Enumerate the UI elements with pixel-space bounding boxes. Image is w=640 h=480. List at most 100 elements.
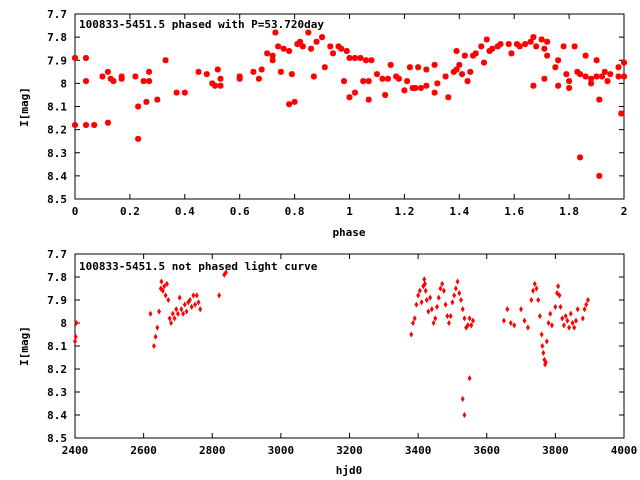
data-point xyxy=(429,306,434,313)
data-point xyxy=(423,280,427,287)
data-point xyxy=(448,313,453,320)
data-point xyxy=(169,319,174,327)
data-point xyxy=(555,290,560,297)
data-point xyxy=(456,61,463,68)
data-point xyxy=(203,71,210,78)
data-point xyxy=(615,73,622,80)
data-point xyxy=(435,303,439,310)
data-point xyxy=(401,87,408,94)
data-point xyxy=(159,278,164,285)
data-point xyxy=(568,310,573,317)
data-point xyxy=(434,80,441,87)
data-point xyxy=(280,45,287,52)
data-point xyxy=(104,119,111,126)
data-point xyxy=(566,78,573,85)
data-point xyxy=(453,285,458,292)
data-point xyxy=(191,292,196,299)
data-point xyxy=(387,61,394,68)
data-point xyxy=(104,68,111,75)
data-point xyxy=(275,43,282,50)
data-point xyxy=(596,172,603,179)
data-point xyxy=(140,78,147,85)
data-point xyxy=(505,306,510,313)
y-tick-label: 8.1 xyxy=(47,340,67,353)
data-point xyxy=(604,78,611,85)
data-point xyxy=(404,78,411,85)
data-point xyxy=(533,43,540,50)
data-point xyxy=(497,41,504,48)
x-tick-label: 0.2 xyxy=(120,205,140,218)
data-point xyxy=(586,296,590,304)
y-tick-label: 7.9 xyxy=(47,294,67,307)
x-tick-label: 0.4 xyxy=(175,205,195,218)
y-tick-label: 8.2 xyxy=(47,124,67,137)
data-point xyxy=(362,57,369,64)
data-point xyxy=(541,75,548,82)
phased-light-curve-panel: 100833-5451.5 phased with P=53.720day ph… xyxy=(18,8,627,239)
data-point xyxy=(445,313,450,320)
data-point xyxy=(412,85,419,91)
data-point xyxy=(575,306,580,313)
data-point xyxy=(151,342,156,350)
data-point xyxy=(286,101,293,108)
y-tick-label: 8 xyxy=(60,317,67,330)
data-point xyxy=(146,78,153,85)
unphased-y-axis-label: I[mag] xyxy=(18,326,31,366)
data-point xyxy=(481,59,488,66)
data-point xyxy=(82,122,89,128)
data-point xyxy=(534,285,539,292)
x-tick-label: 3400 xyxy=(405,444,432,457)
data-point xyxy=(146,68,153,75)
x-tick-label: 3000 xyxy=(268,444,295,457)
data-point xyxy=(516,43,523,50)
data-point xyxy=(486,48,493,54)
data-point xyxy=(445,94,452,101)
data-point xyxy=(431,89,438,96)
data-point xyxy=(483,36,490,43)
data-point xyxy=(538,36,545,43)
data-point xyxy=(570,319,575,327)
x-tick-label: 0.6 xyxy=(230,205,250,218)
data-point xyxy=(99,73,106,80)
data-point xyxy=(310,73,317,80)
data-point xyxy=(505,41,512,48)
data-point xyxy=(467,375,472,382)
data-point xyxy=(82,78,89,85)
unphased-chart-title: 100833-5451.5 not phased light curve xyxy=(79,260,318,273)
data-point xyxy=(544,52,551,59)
data-point xyxy=(194,292,199,299)
data-point xyxy=(166,296,171,304)
data-point xyxy=(357,54,364,61)
data-point xyxy=(346,54,353,61)
data-point xyxy=(431,61,438,68)
data-point xyxy=(288,71,295,78)
data-point xyxy=(513,41,520,48)
data-point xyxy=(415,64,422,71)
data-point xyxy=(343,48,350,54)
data-point xyxy=(593,57,600,64)
data-point xyxy=(461,52,468,59)
x-tick-label: 1.2 xyxy=(394,205,414,218)
data-point xyxy=(417,85,424,91)
data-point xyxy=(162,57,169,64)
data-point xyxy=(258,66,265,73)
data-point xyxy=(455,278,460,285)
data-point xyxy=(382,91,389,98)
y-tick-label: 8.3 xyxy=(47,386,67,399)
data-point xyxy=(217,75,224,82)
data-point xyxy=(582,306,587,313)
data-point xyxy=(556,283,561,290)
data-point xyxy=(615,64,622,71)
data-point xyxy=(193,301,198,308)
data-point xyxy=(460,395,465,402)
data-point xyxy=(537,313,542,320)
data-point xyxy=(577,71,584,78)
data-point xyxy=(417,287,422,294)
data-point xyxy=(236,73,243,80)
data-point xyxy=(373,71,380,78)
x-tick-label: 1.6 xyxy=(504,205,524,218)
data-point xyxy=(541,45,548,52)
data-point xyxy=(143,98,150,105)
data-point xyxy=(438,285,443,292)
